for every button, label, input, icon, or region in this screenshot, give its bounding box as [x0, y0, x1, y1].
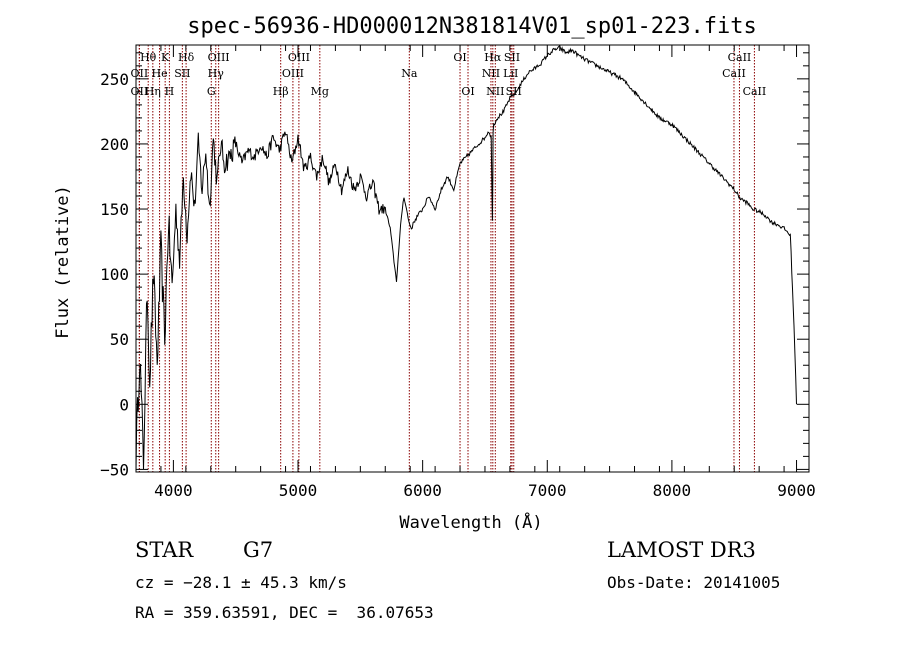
line-marker-label: CaII: [722, 67, 746, 80]
line-marker-label: He: [152, 67, 168, 80]
x-tick-label: 5000: [279, 481, 318, 500]
coordinates: RA = 359.63591, DEC = 36.07653: [135, 603, 434, 622]
y-tick-label: −50: [100, 460, 129, 479]
y-tick-label: 250: [100, 70, 129, 89]
spectral-line-markers: [138, 45, 755, 472]
line-marker-label: H: [165, 85, 175, 98]
y-tick-label: 150: [100, 200, 129, 219]
y-axis-ticks: −50 0 50 100 150 200 250: [100, 52, 809, 479]
spectrum-line: [135, 45, 797, 473]
chart-title: spec-56936-HD000012N381814V01_sp01-223.f…: [187, 14, 757, 39]
y-tick-label: 0: [119, 395, 129, 414]
x-tick-label: 4000: [154, 481, 193, 500]
line-marker-label: NII: [482, 67, 500, 80]
line-marker-label: Hβ: [273, 85, 289, 98]
line-marker-label: SII: [174, 67, 190, 80]
line-marker-label: CaII: [743, 85, 767, 98]
line-marker-label: OII: [131, 67, 149, 80]
line-marker-label: Hθ: [140, 51, 157, 64]
line-marker-label: CaII: [728, 51, 752, 64]
y-axis-label: Flux (relative): [53, 185, 73, 339]
line-marker-label: OI: [461, 85, 474, 98]
line-marker-label: SII: [504, 51, 520, 64]
observation-date: Obs-Date: 20141005: [607, 573, 781, 592]
y-tick-label: 100: [100, 265, 129, 284]
line-marker-label: Hη: [145, 85, 161, 98]
line-marker-label: Hα: [484, 51, 502, 64]
object-subclass: G7: [243, 538, 274, 562]
x-tick-label: 9000: [777, 481, 816, 500]
line-marker-label: OIII: [282, 67, 304, 80]
line-marker-label: NII: [486, 85, 504, 98]
y-tick-label: 50: [110, 330, 129, 349]
line-marker-label: Hγ: [208, 67, 225, 80]
x-tick-label: 8000: [653, 481, 692, 500]
x-tick-label: 6000: [403, 481, 442, 500]
line-marker-label: Mg: [311, 85, 329, 98]
line-marker-label: G: [207, 85, 216, 98]
line-marker-label: Na: [401, 67, 418, 80]
line-marker-label: LiI: [503, 67, 518, 80]
line-marker-label: K: [161, 51, 170, 64]
x-axis-label: Wavelength (Å): [399, 511, 542, 533]
line-marker-label: OI: [453, 51, 466, 64]
x-tick-label: 7000: [528, 481, 567, 500]
object-class: STAR: [135, 538, 194, 562]
y-tick-label: 200: [100, 135, 129, 154]
x-axis-ticks: 4000 5000 6000 7000 8000 9000: [135, 45, 816, 500]
redshift-value: cz = −28.1 ± 45.3 km/s: [135, 573, 347, 592]
line-marker-label: Hδ: [178, 51, 195, 64]
survey-name: LAMOST DR3: [607, 538, 756, 562]
line-marker-label: OIII: [288, 51, 310, 64]
line-marker-label: OIII: [208, 51, 230, 64]
plot-frame: [135, 44, 810, 473]
